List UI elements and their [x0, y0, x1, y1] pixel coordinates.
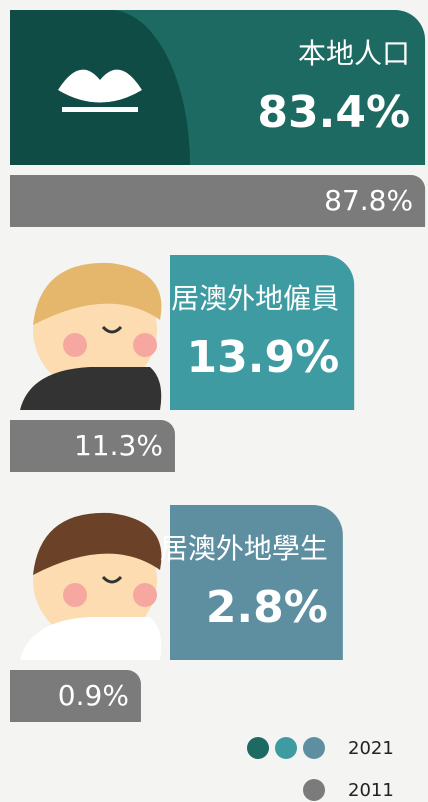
category-card: 居澳外地僱員 13.9% — [10, 255, 354, 410]
cheek — [63, 333, 87, 357]
cheek — [133, 333, 157, 357]
value-label: 87.8% — [324, 184, 413, 217]
category-label: 本地人口 — [298, 37, 410, 70]
category-label: 居澳外地學生 — [160, 532, 328, 565]
value-label: 11.3% — [74, 429, 163, 462]
legend-swatch — [275, 737, 297, 759]
lotus-line — [62, 107, 138, 112]
value-label: 13.9% — [187, 332, 340, 383]
category-label: 居澳外地僱員 — [171, 282, 339, 315]
cheek — [133, 583, 157, 607]
chart: 本地人口 83.4% 87.8% 居澳外地僱員 13.9% 11.3% 居澳外地學生 2.8%… — [0, 0, 428, 802]
legend-label: 2021 — [348, 738, 394, 759]
legend-swatch — [303, 737, 325, 759]
cheek — [63, 583, 87, 607]
legend-swatch — [247, 737, 269, 759]
category-card: 居澳外地學生 2.8% — [10, 505, 343, 660]
category-card: 本地人口 83.4% — [10, 10, 425, 165]
value-label: 2.8% — [206, 582, 328, 633]
legend-label: 2011 — [348, 780, 394, 801]
value-label: 0.9% — [58, 679, 129, 712]
value-label: 83.4% — [257, 87, 410, 138]
legend-swatch — [303, 779, 325, 801]
